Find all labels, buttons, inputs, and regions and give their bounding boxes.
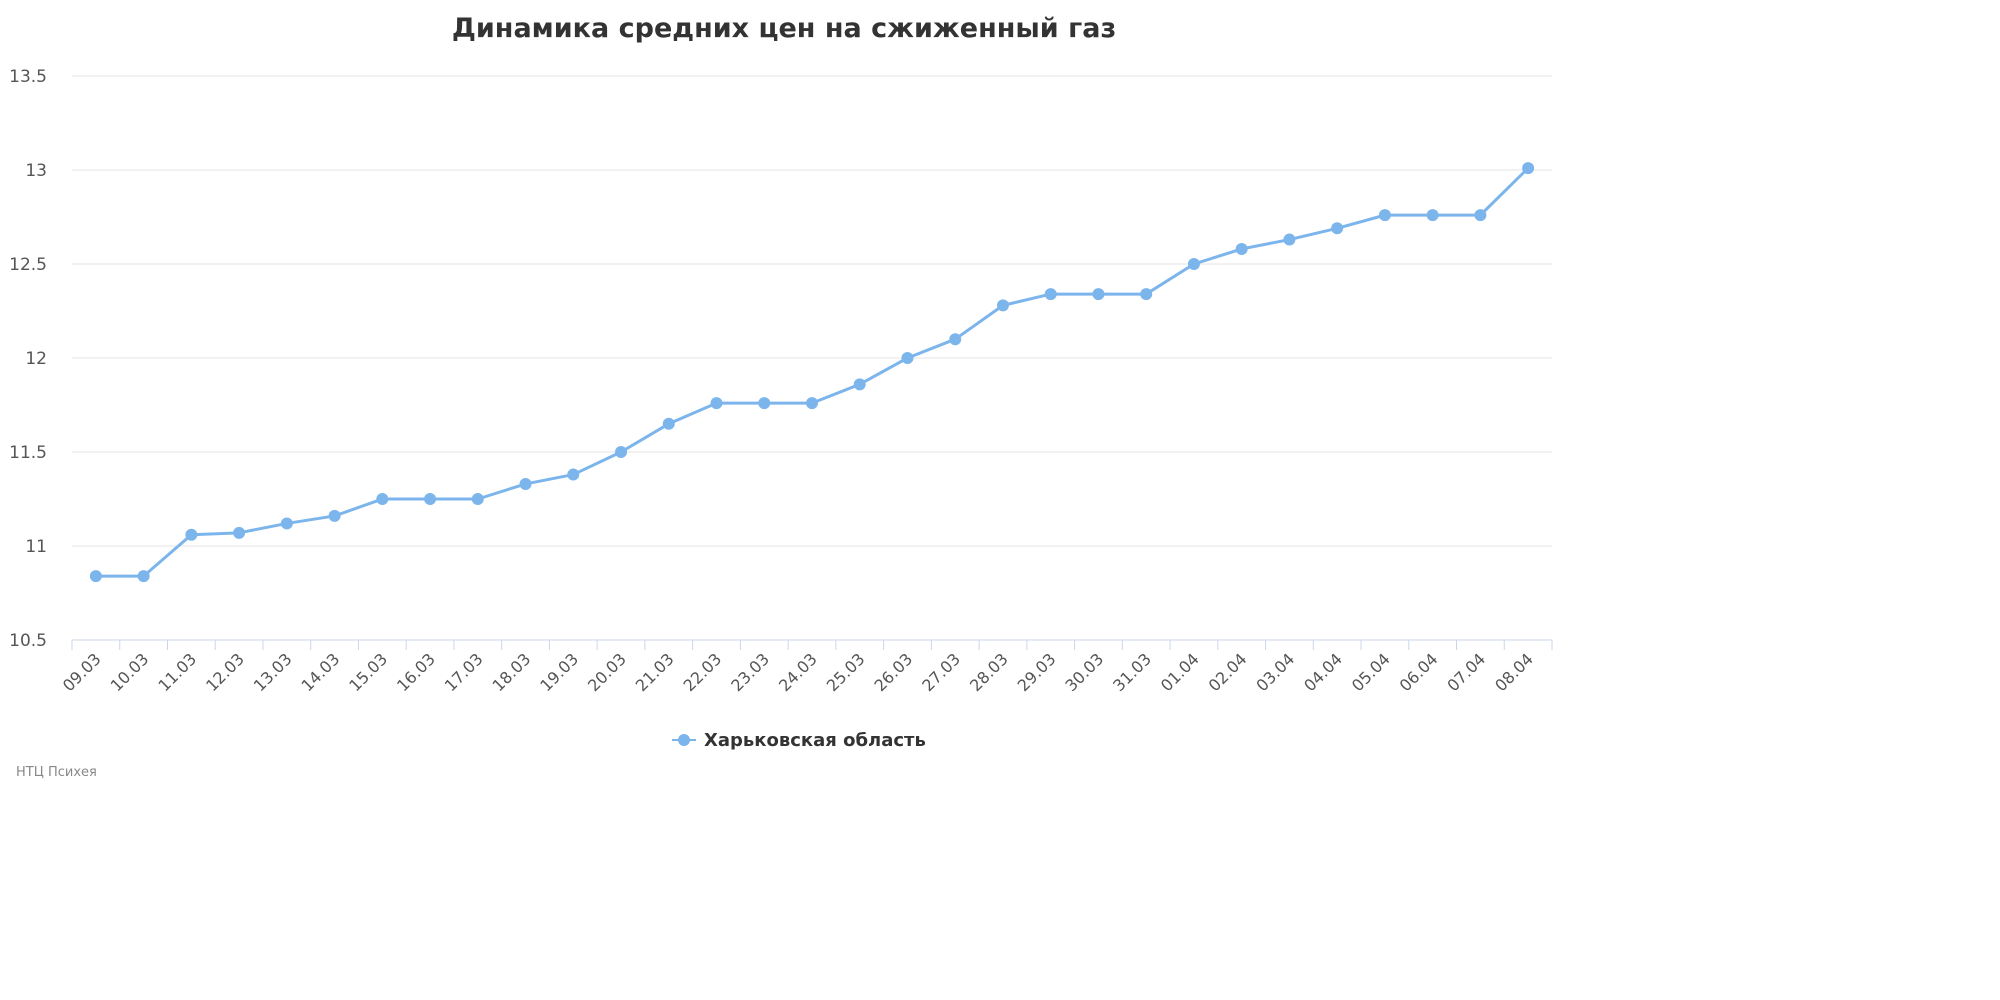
y-tick-label: 12 bbox=[25, 349, 47, 369]
x-tick-label: 15.03 bbox=[345, 649, 391, 695]
x-tick-label: 20.03 bbox=[584, 649, 630, 695]
y-tick-label: 11.5 bbox=[9, 443, 47, 463]
x-tick-label: 02.04 bbox=[1205, 649, 1251, 695]
data-point[interactable] bbox=[89, 570, 102, 583]
gridlines bbox=[72, 75, 1552, 547]
legend[interactable]: Харьковская область bbox=[672, 730, 926, 751]
data-point[interactable] bbox=[185, 528, 198, 541]
data-point[interactable] bbox=[567, 468, 580, 481]
line-chart: Динамика средних цен на сжиженный газ 10… bbox=[9, 13, 1553, 780]
data-point[interactable] bbox=[996, 299, 1009, 312]
x-tick-label: 07.04 bbox=[1443, 649, 1489, 695]
x-tick-label: 09.03 bbox=[59, 649, 105, 695]
data-point[interactable] bbox=[1044, 288, 1057, 301]
data-point[interactable] bbox=[949, 333, 962, 346]
y-tick-label: 13.5 bbox=[9, 67, 47, 87]
x-tick-label: 01.04 bbox=[1157, 649, 1203, 695]
y-tick-label: 11 bbox=[25, 537, 47, 557]
x-tick-label: 26.03 bbox=[870, 649, 916, 695]
x-tick-label: 29.03 bbox=[1014, 649, 1060, 695]
data-point[interactable] bbox=[280, 517, 293, 530]
data-point[interactable] bbox=[1378, 209, 1391, 222]
chart-title: Динамика средних цен на сжиженный газ bbox=[452, 13, 1116, 44]
x-tick-label: 13.03 bbox=[250, 649, 296, 695]
data-point[interactable] bbox=[1235, 242, 1248, 255]
series-layer bbox=[89, 162, 1535, 583]
data-point[interactable] bbox=[519, 477, 532, 490]
x-tick-label: 18.03 bbox=[489, 649, 535, 695]
data-point[interactable] bbox=[424, 493, 437, 505]
data-point[interactable] bbox=[1426, 209, 1439, 222]
x-tick-label: 10.03 bbox=[107, 649, 153, 695]
data-point[interactable] bbox=[1187, 258, 1200, 270]
data-point[interactable] bbox=[328, 509, 341, 522]
data-point[interactable] bbox=[376, 493, 389, 505]
x-tick-label: 30.03 bbox=[1061, 649, 1107, 695]
data-point[interactable] bbox=[710, 397, 723, 410]
series-line bbox=[94, 166, 1530, 578]
x-tick-label: 21.03 bbox=[632, 649, 678, 695]
x-tick-label: 11.03 bbox=[154, 649, 200, 695]
x-tick-label: 16.03 bbox=[393, 649, 439, 695]
x-tick-label: 28.03 bbox=[966, 649, 1012, 695]
data-point[interactable] bbox=[901, 352, 914, 364]
x-tick-label: 22.03 bbox=[680, 649, 726, 695]
y-axis: 10.5 11 11.5 12 12.5 13 13.5 bbox=[9, 67, 47, 651]
data-point[interactable] bbox=[758, 397, 771, 410]
legend-point-marker bbox=[678, 734, 690, 746]
x-tick-label: 23.03 bbox=[727, 649, 773, 695]
x-tick-label: 03.04 bbox=[1252, 649, 1298, 695]
credits-text[interactable]: НТЦ Психея bbox=[16, 765, 97, 780]
x-tick-label: 08.04 bbox=[1491, 649, 1537, 695]
data-point[interactable] bbox=[806, 397, 818, 410]
y-tick-label: 13 bbox=[25, 161, 47, 181]
legend-label: Харьковская область bbox=[704, 730, 926, 751]
x-tick-label: 17.03 bbox=[441, 649, 487, 695]
data-point[interactable] bbox=[1140, 288, 1153, 301]
x-tick-label: 25.03 bbox=[823, 649, 869, 695]
data-point[interactable] bbox=[1283, 233, 1296, 246]
x-tick-label: 12.03 bbox=[202, 649, 248, 695]
data-point[interactable] bbox=[1474, 209, 1487, 222]
data-point[interactable] bbox=[1331, 222, 1344, 235]
y-tick-label: 12.5 bbox=[9, 255, 47, 275]
x-axis: 09.03 10.03 11.03 12.03 13.03 14.03 15.03 16.03… bbox=[59, 639, 1553, 695]
data-point[interactable] bbox=[233, 526, 246, 539]
x-tick-label: 04.04 bbox=[1300, 649, 1346, 695]
x-tick-label: 31.03 bbox=[1109, 649, 1155, 695]
x-tick-label: 06.04 bbox=[1396, 649, 1442, 695]
data-point[interactable] bbox=[1522, 162, 1535, 175]
data-point[interactable] bbox=[1092, 288, 1105, 301]
x-tick-label: 27.03 bbox=[918, 649, 964, 695]
data-point[interactable] bbox=[471, 493, 484, 505]
x-tick-label: 05.04 bbox=[1348, 649, 1394, 695]
x-tick-label: 19.03 bbox=[536, 649, 582, 695]
y-tick-label: 10.5 bbox=[9, 631, 47, 651]
data-point[interactable] bbox=[137, 570, 150, 583]
data-point[interactable] bbox=[853, 378, 866, 391]
x-tick-label: 14.03 bbox=[298, 649, 344, 695]
data-point[interactable] bbox=[615, 446, 628, 458]
data-point[interactable] bbox=[662, 417, 675, 430]
x-tick-label: 24.03 bbox=[775, 649, 821, 695]
